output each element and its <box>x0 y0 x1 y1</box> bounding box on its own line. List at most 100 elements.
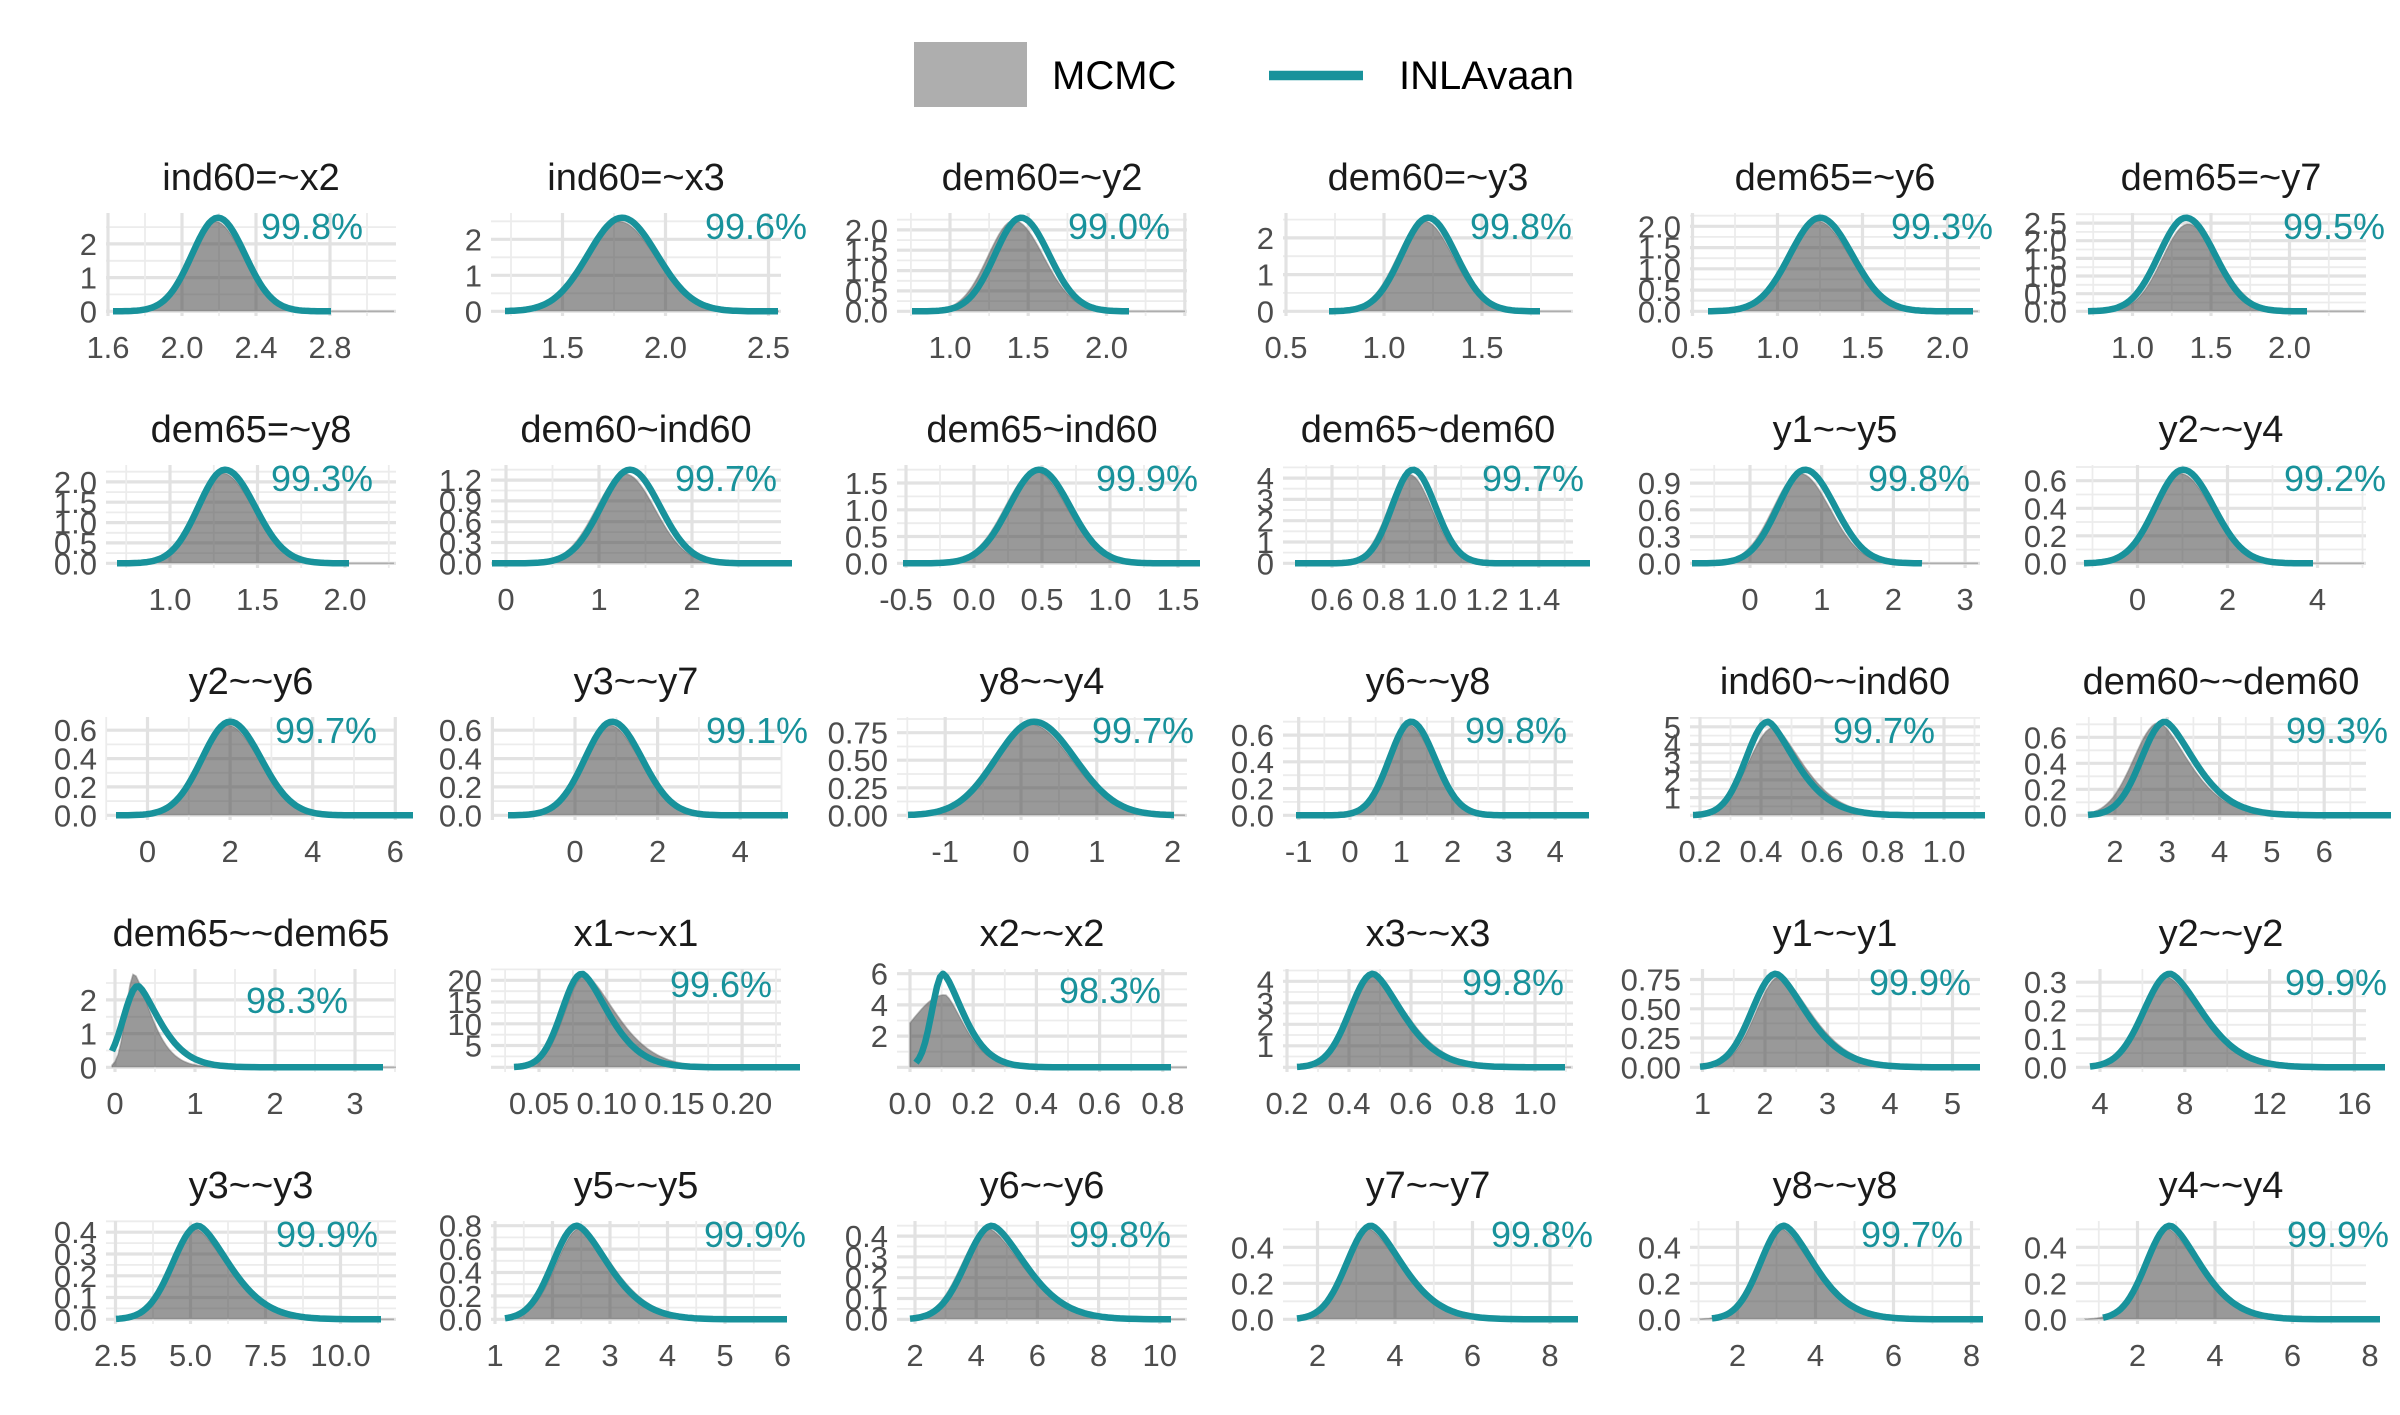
svg-text:8: 8 <box>1090 1338 1107 1373</box>
svg-text:6: 6 <box>2284 1338 2301 1373</box>
svg-text:2: 2 <box>1309 1338 1326 1373</box>
svg-text:1: 1 <box>80 1017 97 1052</box>
svg-text:0.4: 0.4 <box>439 742 482 777</box>
svg-text:0: 0 <box>1257 546 1274 581</box>
svg-text:1.5: 1.5 <box>2189 330 2232 365</box>
svg-text:1.5: 1.5 <box>1460 330 1503 365</box>
svg-text:0.0: 0.0 <box>54 546 97 581</box>
svg-text:0.2: 0.2 <box>2024 994 2067 1029</box>
svg-text:3: 3 <box>601 1338 618 1373</box>
svg-text:0.0: 0.0 <box>845 294 888 329</box>
svg-text:0.0: 0.0 <box>1231 798 1274 833</box>
svg-text:0.50: 0.50 <box>1621 992 1681 1027</box>
svg-text:0.0: 0.0 <box>2024 1050 2067 1085</box>
svg-text:99.0%: 99.0% <box>1068 206 1170 247</box>
svg-text:99.6%: 99.6% <box>705 206 807 247</box>
svg-text:0.4: 0.4 <box>439 1256 482 1291</box>
svg-text:0.75: 0.75 <box>828 716 888 751</box>
svg-text:dem65~ind60: dem65~ind60 <box>926 409 1157 451</box>
svg-text:1.0: 1.0 <box>1922 834 1965 869</box>
svg-text:99.8%: 99.8% <box>1470 206 1572 247</box>
svg-text:1.0: 1.0 <box>1756 330 1799 365</box>
svg-text:0.75: 0.75 <box>1621 963 1681 998</box>
svg-text:1.5: 1.5 <box>1007 330 1050 365</box>
svg-text:10: 10 <box>448 1007 482 1042</box>
svg-text:99.6%: 99.6% <box>670 964 772 1005</box>
svg-text:1.0: 1.0 <box>845 493 888 528</box>
svg-text:0.0: 0.0 <box>1231 1302 1274 1337</box>
svg-text:99.7%: 99.7% <box>1092 710 1194 751</box>
svg-text:99.7%: 99.7% <box>1482 458 1584 499</box>
svg-text:2.0: 2.0 <box>1085 330 1128 365</box>
svg-text:0.0: 0.0 <box>845 1302 888 1337</box>
svg-text:0.4: 0.4 <box>1327 1086 1370 1121</box>
svg-text:0.00: 0.00 <box>1621 1050 1681 1085</box>
svg-text:0.9: 0.9 <box>1638 466 1681 501</box>
svg-text:1.5: 1.5 <box>1841 330 1884 365</box>
svg-text:dem65~dem60: dem65~dem60 <box>1301 409 1556 451</box>
svg-text:dem60~~dem60: dem60~~dem60 <box>2083 661 2360 703</box>
svg-text:5: 5 <box>465 1029 482 1064</box>
svg-text:0.2: 0.2 <box>2024 1266 2067 1301</box>
svg-text:6: 6 <box>2316 834 2333 869</box>
svg-text:0.5: 0.5 <box>54 526 97 561</box>
svg-text:0.25: 0.25 <box>1621 1021 1681 1056</box>
svg-text:2.0: 2.0 <box>845 213 888 248</box>
svg-text:0.4: 0.4 <box>1231 745 1274 780</box>
svg-text:0.5: 0.5 <box>845 274 888 309</box>
svg-text:0.05: 0.05 <box>509 1086 569 1121</box>
svg-text:0.6: 0.6 <box>439 505 482 540</box>
svg-text:0.8: 0.8 <box>1861 834 1904 869</box>
svg-text:3: 3 <box>1819 1086 1836 1121</box>
svg-text:0.4: 0.4 <box>2024 746 2067 781</box>
svg-text:8: 8 <box>2176 1086 2193 1121</box>
svg-text:0.5: 0.5 <box>1264 330 1307 365</box>
svg-text:y2~~y6: y2~~y6 <box>189 661 314 703</box>
svg-text:0.2: 0.2 <box>1678 834 1721 869</box>
svg-text:99.7%: 99.7% <box>675 458 777 499</box>
svg-text:0.2: 0.2 <box>952 1086 995 1121</box>
svg-text:0.3: 0.3 <box>439 526 482 561</box>
svg-text:2: 2 <box>1257 221 1274 256</box>
svg-text:ind60=~x3: ind60=~x3 <box>547 157 725 199</box>
svg-text:3: 3 <box>2159 834 2176 869</box>
svg-text:1.0: 1.0 <box>1513 1086 1556 1121</box>
svg-text:1: 1 <box>1694 1086 1711 1121</box>
svg-text:4: 4 <box>1386 1338 1403 1373</box>
svg-text:0.50: 0.50 <box>828 743 888 778</box>
svg-text:99.9%: 99.9% <box>276 1214 378 1255</box>
svg-text:5: 5 <box>716 1338 733 1373</box>
svg-text:0.2: 0.2 <box>2024 772 2067 807</box>
svg-text:99.8%: 99.8% <box>261 206 363 247</box>
svg-text:y8~~y4: y8~~y4 <box>980 661 1105 703</box>
svg-text:2.0: 2.0 <box>323 582 366 617</box>
svg-text:dem60=~y2: dem60=~y2 <box>942 157 1143 199</box>
svg-text:16: 16 <box>2337 1086 2371 1121</box>
svg-text:0.25: 0.25 <box>828 771 888 806</box>
svg-text:12: 12 <box>2252 1086 2286 1121</box>
svg-text:2: 2 <box>2129 1338 2146 1373</box>
svg-text:0.5: 0.5 <box>2024 277 2067 312</box>
svg-text:1.5: 1.5 <box>1638 231 1681 266</box>
svg-text:2: 2 <box>1257 504 1274 539</box>
svg-text:0.0: 0.0 <box>54 1302 97 1337</box>
svg-text:0: 0 <box>139 834 156 869</box>
svg-text:y2~~y2: y2~~y2 <box>2159 913 2284 955</box>
svg-text:6: 6 <box>1029 1338 1046 1373</box>
svg-text:0.9: 0.9 <box>439 484 482 519</box>
svg-text:1.0: 1.0 <box>54 506 97 541</box>
svg-text:8: 8 <box>2361 1338 2378 1373</box>
svg-text:0.5: 0.5 <box>1671 330 1714 365</box>
svg-text:0.1: 0.1 <box>2024 1022 2067 1057</box>
svg-text:1: 1 <box>1664 781 1681 816</box>
svg-text:4: 4 <box>1547 834 1564 869</box>
svg-text:98.3%: 98.3% <box>1059 970 1161 1011</box>
svg-text:dem65=~y7: dem65=~y7 <box>2121 157 2322 199</box>
svg-text:1.0: 1.0 <box>148 582 191 617</box>
svg-text:1.5: 1.5 <box>845 466 888 501</box>
svg-text:0.6: 0.6 <box>1078 1086 1121 1121</box>
svg-text:1.0: 1.0 <box>1362 330 1405 365</box>
svg-text:1.4: 1.4 <box>1517 582 1560 617</box>
svg-text:0.2: 0.2 <box>54 770 97 805</box>
svg-text:0.3: 0.3 <box>2024 965 2067 1000</box>
